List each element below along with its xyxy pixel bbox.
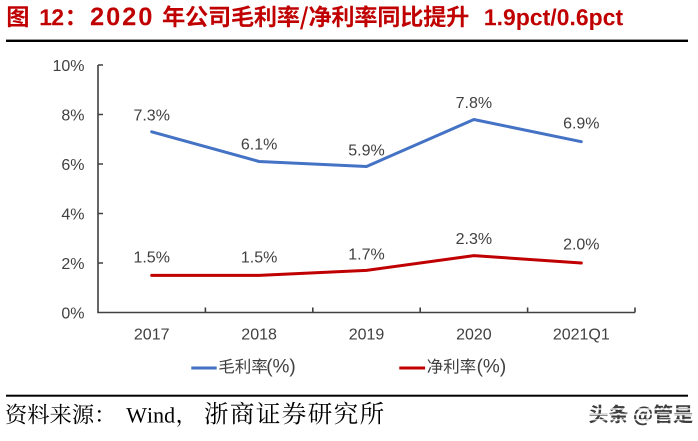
svg-text:2%: 2%	[61, 256, 84, 273]
svg-text:2.0%: 2.0%	[563, 237, 599, 254]
svg-text:2020: 2020	[456, 327, 492, 344]
svg-text:1.5%: 1.5%	[133, 249, 169, 266]
svg-text:2018: 2018	[241, 327, 277, 344]
svg-text:4%: 4%	[61, 206, 84, 223]
svg-text:5.9%: 5.9%	[348, 143, 384, 160]
svg-text:7.8%: 7.8%	[456, 95, 492, 112]
svg-text:6%: 6%	[61, 157, 84, 174]
svg-text:2019: 2019	[349, 327, 385, 344]
svg-text:6.1%: 6.1%	[241, 137, 277, 154]
svg-text:2.3%: 2.3%	[456, 231, 492, 248]
svg-text:1.7%: 1.7%	[348, 247, 384, 264]
svg-text:10%: 10%	[52, 58, 84, 75]
svg-text:(%): (%)	[266, 356, 296, 377]
svg-text:7.3%: 7.3%	[133, 108, 169, 125]
svg-text:8%: 8%	[61, 107, 84, 124]
svg-text:1.5%: 1.5%	[241, 249, 277, 266]
svg-text:(%): (%)	[477, 356, 507, 377]
svg-text:2017: 2017	[134, 327, 170, 344]
svg-text:2021Q1: 2021Q1	[553, 327, 610, 344]
svg-text:0%: 0%	[61, 305, 84, 322]
svg-text:6.9%: 6.9%	[563, 116, 599, 133]
